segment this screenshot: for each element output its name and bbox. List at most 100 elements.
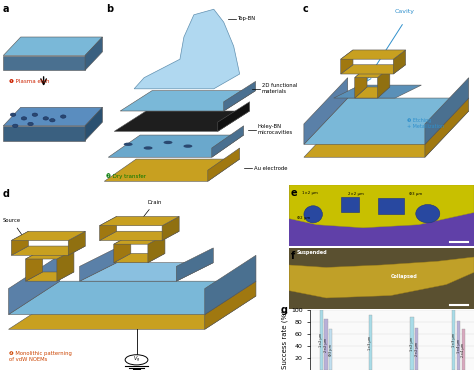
Text: c: c	[302, 4, 308, 14]
Bar	[462, 329, 465, 370]
Text: 1×3 μm: 1×3 μm	[368, 335, 372, 350]
Polygon shape	[114, 253, 165, 263]
Polygon shape	[114, 235, 165, 244]
Polygon shape	[208, 148, 240, 181]
Polygon shape	[26, 250, 43, 281]
Polygon shape	[334, 85, 421, 98]
Text: Cavity: Cavity	[395, 9, 415, 14]
Text: 2×2 μm: 2×2 μm	[324, 337, 328, 351]
Ellipse shape	[50, 118, 55, 122]
Text: Collapsed: Collapsed	[391, 275, 418, 279]
Ellipse shape	[144, 146, 153, 149]
Ellipse shape	[125, 355, 148, 365]
Polygon shape	[425, 98, 469, 157]
Bar	[319, 310, 323, 370]
Bar	[368, 315, 372, 370]
Polygon shape	[114, 235, 131, 263]
Polygon shape	[100, 216, 117, 240]
Text: 1×3 μm: 1×3 μm	[452, 333, 456, 347]
Polygon shape	[11, 231, 28, 255]
Polygon shape	[218, 102, 250, 131]
Bar	[410, 317, 414, 370]
Polygon shape	[393, 50, 406, 74]
Polygon shape	[377, 67, 390, 98]
Text: 2×4 μm: 2×4 μm	[461, 343, 465, 357]
Ellipse shape	[21, 117, 27, 120]
Polygon shape	[3, 56, 85, 70]
Polygon shape	[212, 126, 244, 157]
Polygon shape	[289, 257, 474, 298]
Text: a: a	[2, 4, 9, 14]
Polygon shape	[3, 107, 102, 126]
Text: ❷ Dry transfer: ❷ Dry transfer	[106, 173, 146, 179]
Bar	[378, 198, 404, 214]
Polygon shape	[134, 9, 240, 89]
Text: Top-BN: Top-BN	[237, 16, 256, 21]
Bar	[457, 321, 460, 370]
Polygon shape	[85, 37, 102, 70]
Ellipse shape	[12, 124, 18, 127]
Polygon shape	[176, 248, 213, 281]
Ellipse shape	[10, 113, 16, 116]
Text: Φ2 μm: Φ2 μm	[297, 216, 310, 219]
Polygon shape	[9, 281, 256, 314]
Polygon shape	[11, 231, 85, 240]
Text: 2×2 μm: 2×2 μm	[415, 342, 419, 356]
Polygon shape	[9, 255, 60, 314]
Text: Φ3 μm: Φ3 μm	[328, 344, 333, 356]
Text: 1×2 μm: 1×2 μm	[319, 333, 323, 347]
Polygon shape	[100, 231, 179, 240]
Text: 2D functional
materials: 2D functional materials	[262, 83, 297, 94]
Ellipse shape	[164, 141, 173, 144]
Bar	[415, 328, 419, 370]
Text: g: g	[281, 305, 288, 315]
Polygon shape	[68, 231, 85, 255]
Text: 1×4 μm: 1×4 μm	[456, 338, 461, 353]
Text: Suspended: Suspended	[297, 250, 327, 255]
Text: 1×2 μm: 1×2 μm	[302, 191, 318, 195]
Ellipse shape	[61, 115, 66, 118]
Bar	[329, 329, 332, 370]
Ellipse shape	[32, 113, 37, 116]
Text: 2×2 μm: 2×2 μm	[348, 192, 364, 196]
Polygon shape	[26, 250, 74, 259]
Polygon shape	[148, 235, 165, 263]
Text: Φ3 μm: Φ3 μm	[409, 192, 422, 196]
Polygon shape	[341, 50, 353, 74]
Polygon shape	[162, 216, 179, 240]
Polygon shape	[341, 50, 406, 59]
Text: ❸ Etching
+ Metallization: ❸ Etching + Metallization	[407, 118, 445, 129]
Polygon shape	[120, 91, 255, 111]
Ellipse shape	[183, 144, 192, 148]
Polygon shape	[425, 78, 469, 144]
Polygon shape	[9, 296, 256, 329]
Text: Source: Source	[3, 218, 27, 241]
Polygon shape	[205, 281, 256, 329]
Polygon shape	[355, 87, 390, 98]
Text: ❶ Plasma etch: ❶ Plasma etch	[9, 79, 49, 84]
Polygon shape	[3, 126, 85, 141]
Polygon shape	[57, 250, 74, 281]
Polygon shape	[80, 263, 213, 281]
Polygon shape	[304, 78, 348, 144]
Polygon shape	[3, 37, 102, 56]
Polygon shape	[100, 216, 179, 226]
Polygon shape	[341, 65, 406, 74]
Ellipse shape	[43, 117, 48, 120]
Text: ❹ Monolithic patterning
of vdW NOEMs: ❹ Monolithic patterning of vdW NOEMs	[9, 352, 72, 362]
Text: e: e	[291, 188, 298, 198]
Y-axis label: Success rate (%): Success rate (%)	[282, 310, 288, 370]
Text: 1×2 μm: 1×2 μm	[410, 336, 414, 351]
Ellipse shape	[124, 142, 133, 146]
Polygon shape	[108, 135, 244, 157]
Polygon shape	[304, 98, 469, 144]
Ellipse shape	[28, 122, 33, 125]
Polygon shape	[114, 111, 250, 131]
Text: Holey-BN
microcavities: Holey-BN microcavities	[257, 124, 293, 135]
Text: b: b	[106, 4, 113, 14]
Polygon shape	[355, 67, 390, 78]
Polygon shape	[224, 81, 255, 111]
Bar	[341, 197, 359, 212]
Polygon shape	[80, 248, 117, 281]
Polygon shape	[85, 107, 102, 141]
